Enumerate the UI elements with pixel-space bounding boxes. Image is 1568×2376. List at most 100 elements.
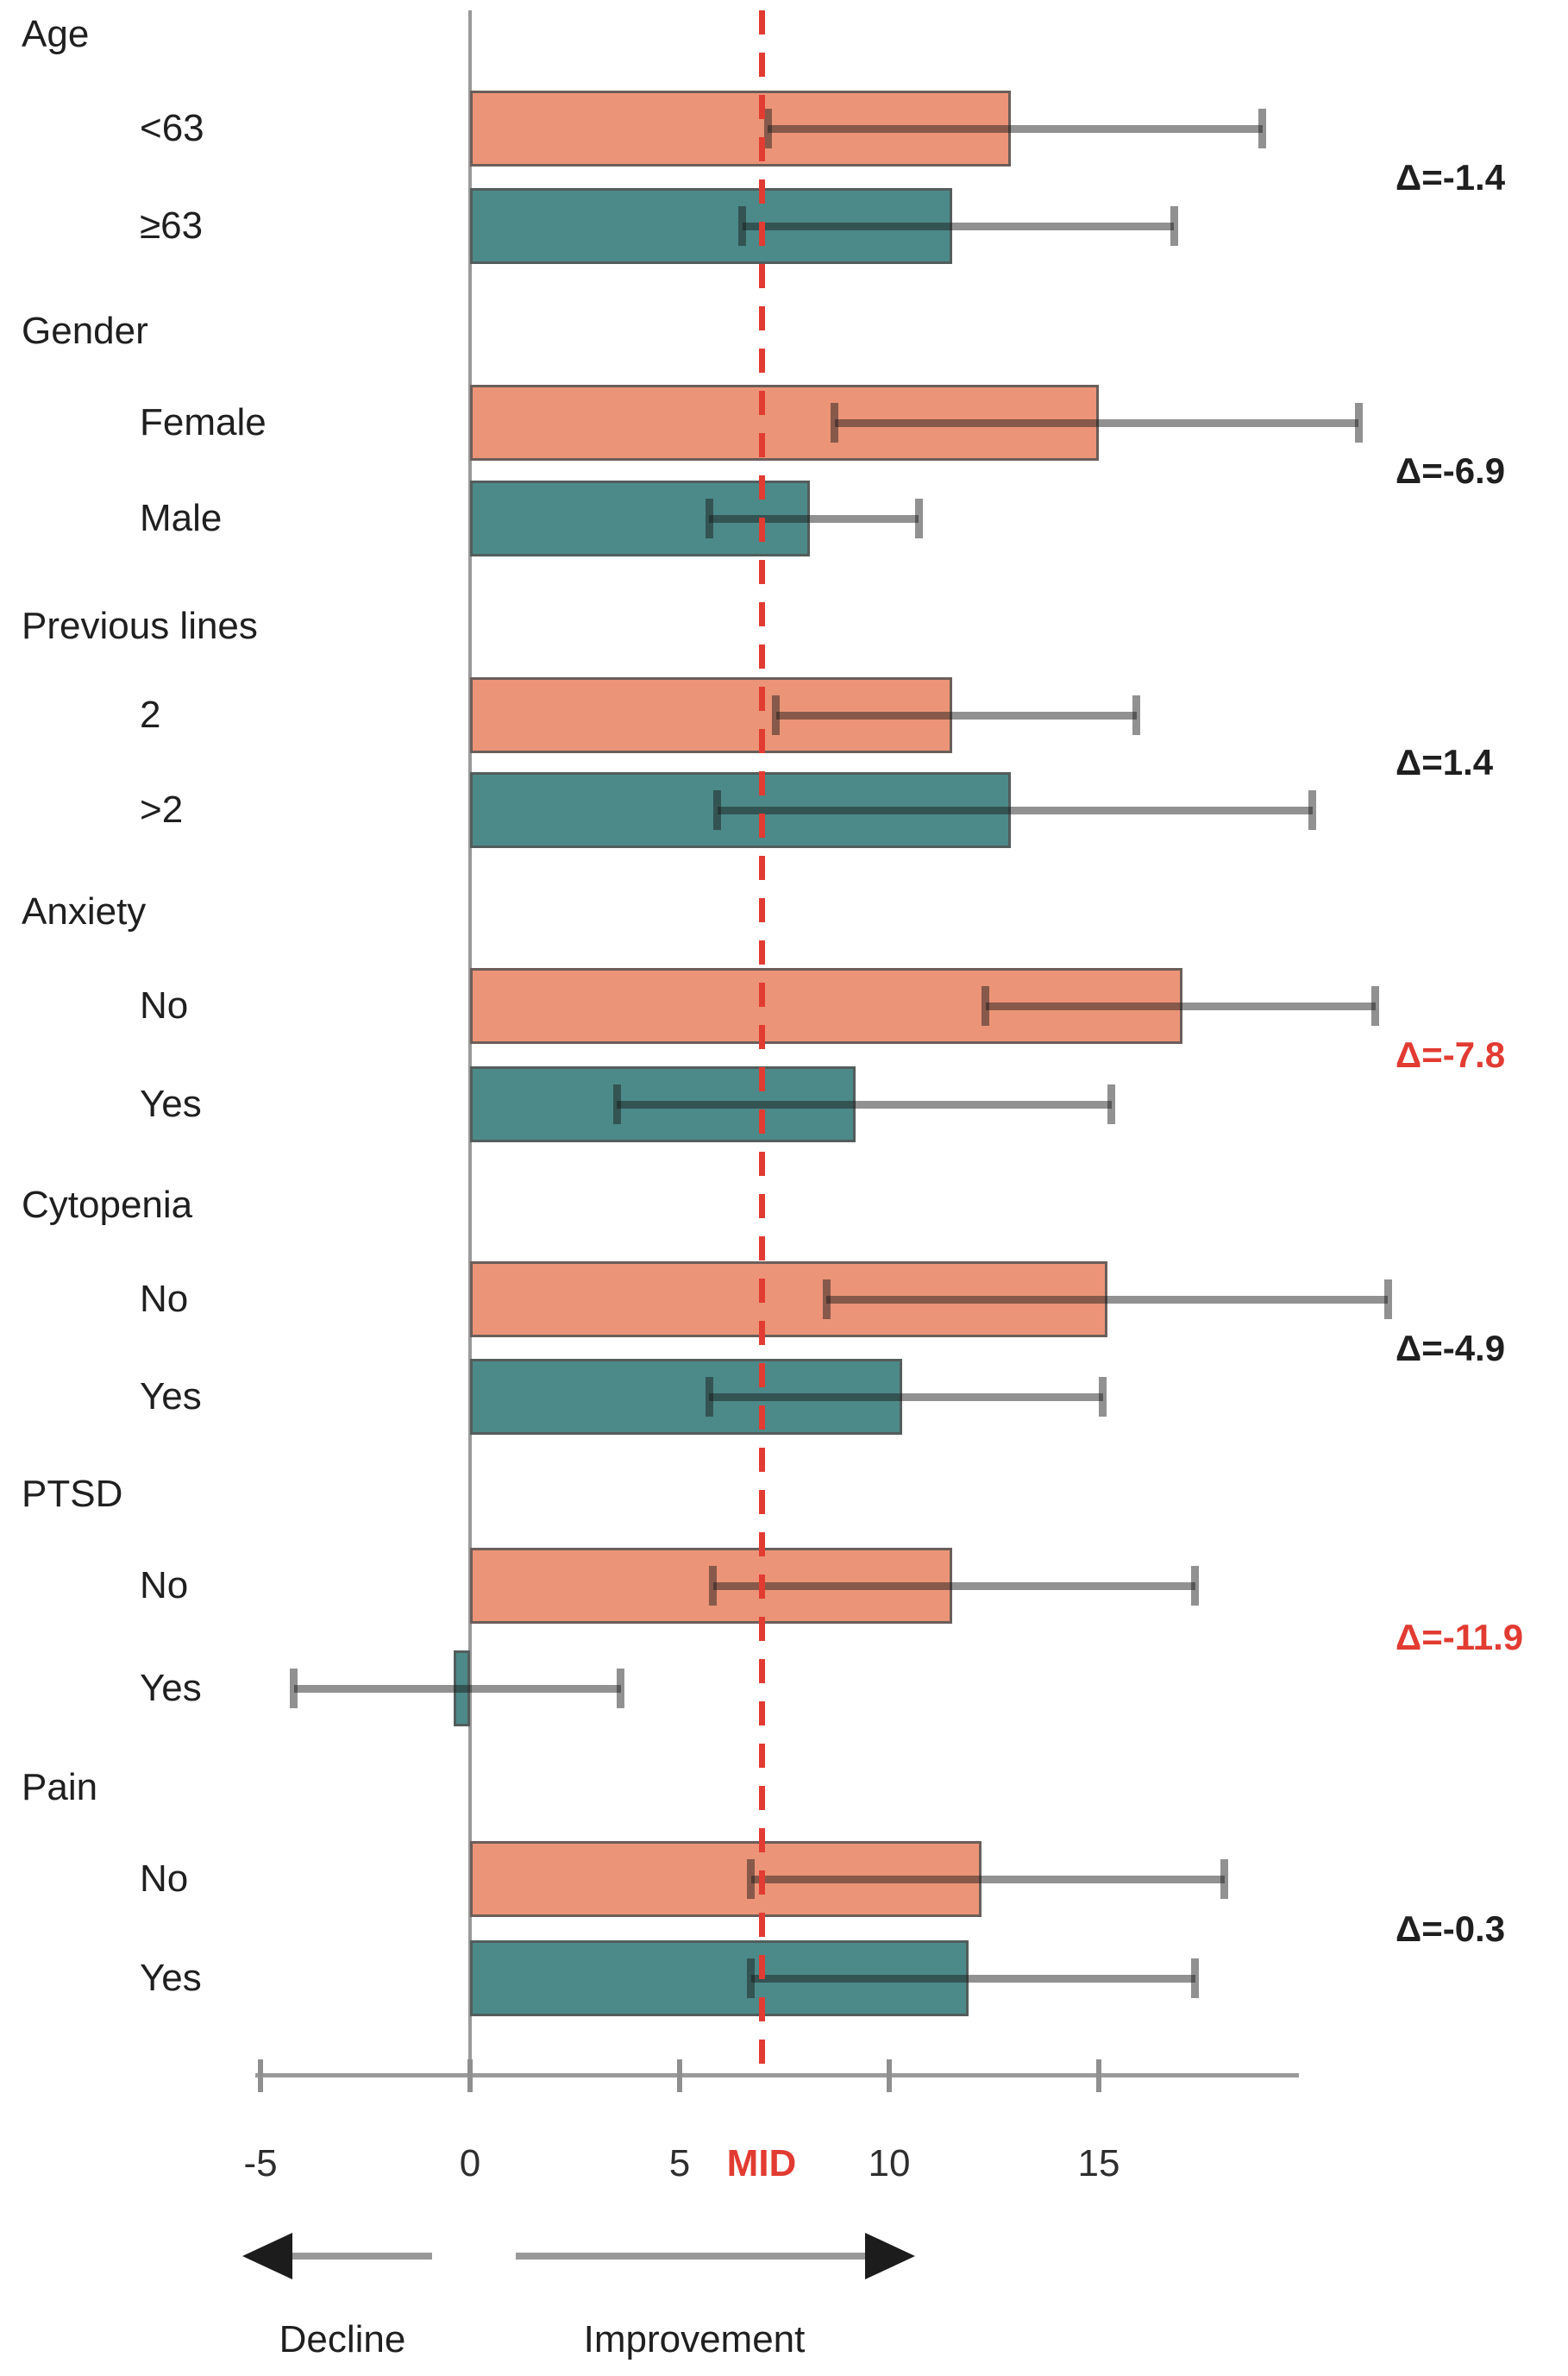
zero-baseline bbox=[468, 10, 472, 2088]
row-label: No bbox=[140, 1857, 189, 1900]
error-bar bbox=[742, 222, 1175, 230]
x-axis-line bbox=[255, 2073, 1299, 2077]
row-label: Yes bbox=[140, 1083, 202, 1125]
x-axis-tick bbox=[887, 2059, 892, 2092]
error-bar-cap-low bbox=[709, 1566, 718, 1606]
error-bar-cap-high bbox=[1258, 109, 1267, 148]
bar bbox=[470, 1359, 902, 1435]
bar bbox=[470, 188, 952, 264]
error-bar-cap-high bbox=[1099, 1377, 1107, 1417]
delta-label: Δ=-0.3 bbox=[1396, 1908, 1506, 1949]
error-bar-cap-low bbox=[772, 695, 781, 735]
improvement-arrow-line bbox=[516, 2253, 865, 2260]
row-label: ≥63 bbox=[140, 204, 204, 247]
bar bbox=[470, 677, 952, 753]
x-axis-tick bbox=[677, 2059, 682, 2092]
error-bar-cap-high bbox=[1371, 986, 1380, 1026]
bar bbox=[470, 1261, 1107, 1337]
decline-arrow-line bbox=[292, 2253, 432, 2260]
x-axis-tick-label: 5 bbox=[668, 2142, 691, 2184]
error-bar-cap-high bbox=[914, 499, 923, 538]
error-bar-cap-low bbox=[705, 1377, 713, 1417]
error-bar-cap-low bbox=[738, 206, 747, 246]
row-label: Female bbox=[140, 401, 267, 443]
error-bar-cap-high bbox=[1191, 1566, 1200, 1606]
x-axis-tick-label: 15 bbox=[1077, 2142, 1120, 2184]
row-label: No bbox=[140, 1278, 189, 1320]
error-bar-cap-high bbox=[1107, 1084, 1116, 1124]
bar bbox=[470, 1066, 856, 1142]
error-bar-cap-high bbox=[1220, 1859, 1229, 1899]
improvement-label: Improvement bbox=[583, 2318, 806, 2360]
error-bar bbox=[709, 514, 919, 523]
improvement-arrowhead-icon bbox=[865, 2233, 915, 2279]
error-bar-cap-low bbox=[747, 1859, 756, 1899]
mid-reference-line bbox=[759, 10, 765, 2076]
group-label-previous-lines: Previous lines bbox=[22, 605, 258, 647]
error-bar-cap-high bbox=[1170, 206, 1178, 246]
bar bbox=[470, 481, 810, 556]
error-bar bbox=[826, 1295, 1389, 1304]
row-label: No bbox=[140, 1564, 189, 1606]
delta-label: Δ=1.4 bbox=[1396, 742, 1494, 783]
row-label: Yes bbox=[140, 1667, 202, 1709]
x-axis-tick bbox=[1096, 2059, 1101, 2092]
bar bbox=[470, 1841, 982, 1917]
bar bbox=[470, 91, 1011, 167]
error-bar-cap-low bbox=[822, 1279, 831, 1319]
error-bar bbox=[775, 711, 1137, 720]
error-bar-cap-low bbox=[705, 499, 713, 538]
decline-arrowhead-icon bbox=[242, 2233, 292, 2279]
bar bbox=[470, 385, 1099, 461]
bar bbox=[470, 968, 1183, 1044]
row-label: No bbox=[140, 984, 189, 1027]
error-bar-cap-high bbox=[617, 1669, 625, 1708]
x-axis-tick-label: 10 bbox=[868, 2142, 911, 2184]
delta-label: Δ=-4.9 bbox=[1396, 1327, 1506, 1368]
error-bar-cap-low bbox=[713, 790, 722, 830]
error-bar-cap-low bbox=[747, 1958, 756, 1998]
row-label: 2 bbox=[140, 694, 161, 736]
error-bar bbox=[717, 806, 1313, 814]
error-bar bbox=[712, 1581, 1195, 1590]
row-label: Yes bbox=[140, 1957, 202, 1999]
group-label-cytopenia: Cytopenia bbox=[22, 1184, 193, 1226]
delta-label: Δ=-11.9 bbox=[1396, 1616, 1524, 1657]
bar bbox=[470, 1940, 969, 2016]
group-label-pain: Pain bbox=[22, 1766, 98, 1808]
x-axis-tick bbox=[258, 2059, 263, 2092]
group-label-age: Age bbox=[22, 13, 90, 55]
error-bar bbox=[750, 1974, 1195, 1983]
bar bbox=[470, 1548, 952, 1624]
error-bar-cap-high bbox=[1354, 403, 1363, 443]
error-bar-cap-low bbox=[763, 109, 772, 148]
mid-label: MID bbox=[726, 2142, 797, 2184]
bar bbox=[470, 772, 1011, 848]
delta-label: Δ=-6.9 bbox=[1396, 449, 1506, 491]
row-label: >2 bbox=[140, 789, 184, 831]
error-bar bbox=[768, 124, 1263, 133]
bar bbox=[453, 1650, 470, 1726]
error-bar-cap-high bbox=[1132, 695, 1141, 735]
error-bar bbox=[834, 418, 1359, 427]
x-axis-tick bbox=[467, 2059, 473, 2092]
delta-label: Δ=-1.4 bbox=[1396, 156, 1506, 198]
row-label: Male bbox=[140, 497, 223, 539]
x-axis-tick-label: -5 bbox=[243, 2142, 278, 2184]
error-bar-cap-low bbox=[290, 1669, 298, 1708]
group-label-gender: Gender bbox=[22, 310, 148, 352]
row-label: <63 bbox=[140, 107, 204, 149]
error-bar bbox=[709, 1392, 1103, 1401]
group-label-anxiety: Anxiety bbox=[22, 890, 147, 933]
decline-label: Decline bbox=[279, 2318, 406, 2360]
x-axis-tick-label: 0 bbox=[459, 2142, 481, 2184]
row-label: Yes bbox=[140, 1375, 202, 1417]
error-bar-cap-low bbox=[612, 1084, 621, 1124]
error-bar bbox=[985, 1002, 1376, 1010]
error-bar bbox=[293, 1684, 621, 1693]
error-bar-cap-high bbox=[1308, 790, 1317, 830]
error-bar-cap-high bbox=[1383, 1279, 1392, 1319]
error-bar bbox=[750, 1875, 1225, 1883]
error-bar-cap-high bbox=[1191, 1958, 1200, 1998]
